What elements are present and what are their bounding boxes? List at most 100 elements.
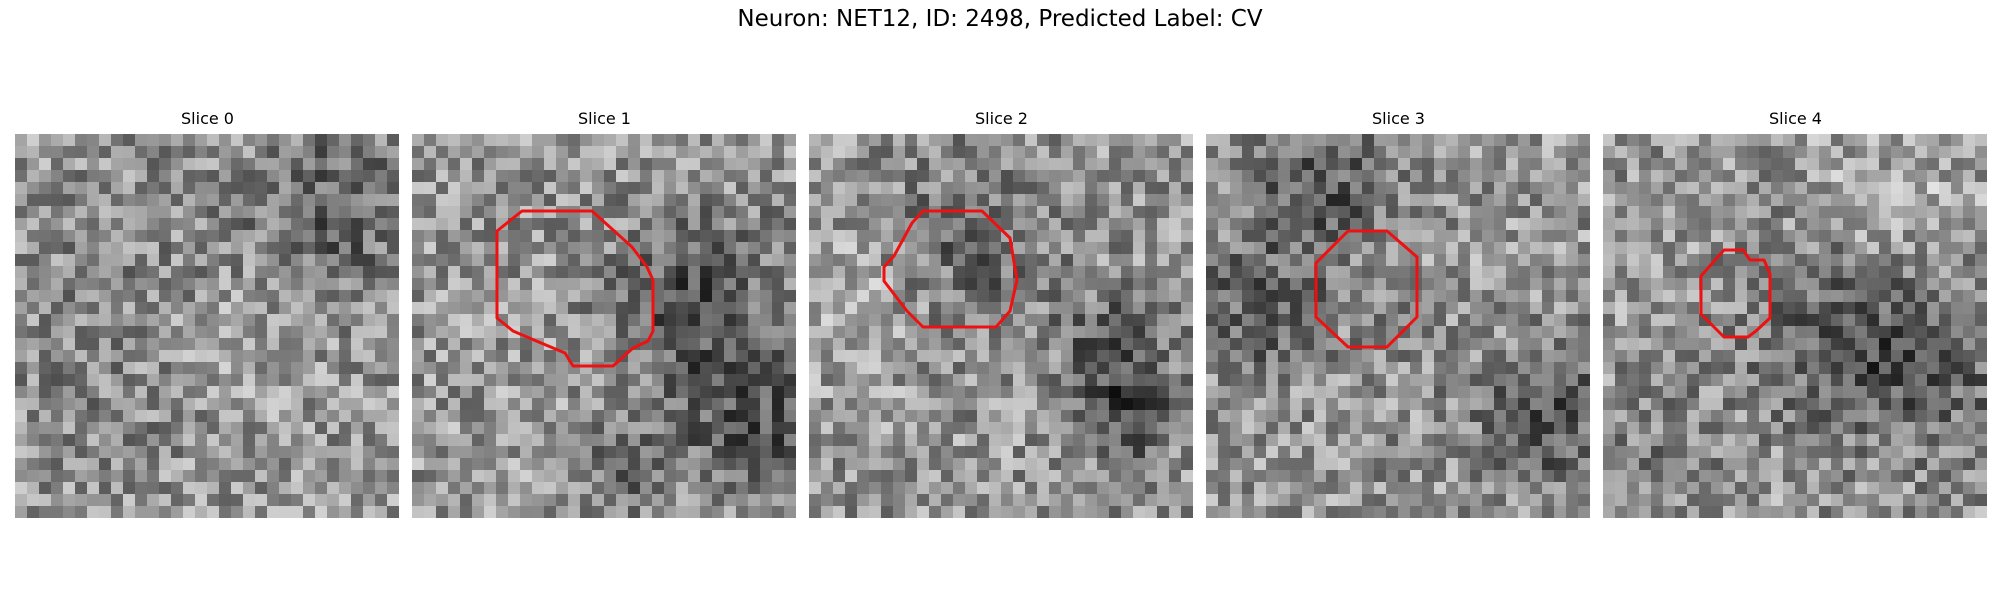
image-pixel (1735, 422, 1747, 434)
image-pixel (929, 386, 941, 398)
image-pixel (1518, 266, 1530, 278)
image-pixel (267, 242, 279, 254)
image-pixel (1266, 386, 1278, 398)
image-pixel (688, 278, 700, 290)
image-pixel (1615, 446, 1627, 458)
image-pixel (1266, 206, 1278, 218)
image-pixel (941, 386, 953, 398)
image-pixel (147, 458, 159, 470)
image-pixel (39, 362, 51, 374)
image-pixel (412, 446, 424, 458)
image-pixel (1290, 338, 1302, 350)
image-pixel (472, 146, 484, 158)
image-pixel (1975, 314, 1987, 326)
image-pixel (1169, 278, 1181, 290)
image-pixel (375, 302, 387, 314)
image-pixel (87, 398, 99, 410)
image-pixel (1109, 398, 1121, 410)
image-pixel (1206, 374, 1218, 386)
image-pixel (339, 470, 351, 482)
image-pixel (1975, 386, 1987, 398)
image-pixel (941, 482, 953, 494)
image-pixel (147, 242, 159, 254)
image-pixel (195, 254, 207, 266)
image-pixel (1939, 242, 1951, 254)
image-pixel (339, 506, 351, 518)
image-pixel (1254, 350, 1266, 362)
image-pixel (1603, 230, 1615, 242)
image-pixel (1133, 458, 1145, 470)
image-pixel (1530, 350, 1542, 362)
image-pixel (1085, 506, 1097, 518)
image-pixel (1133, 434, 1145, 446)
image-pixel (989, 494, 1001, 506)
image-pixel (123, 494, 135, 506)
image-pixel (1518, 386, 1530, 398)
image-pixel (195, 290, 207, 302)
image-pixel (1061, 482, 1073, 494)
image-pixel (989, 146, 1001, 158)
image-pixel (1037, 362, 1049, 374)
image-pixel (99, 434, 111, 446)
image-pixel (1001, 374, 1013, 386)
image-pixel (1338, 218, 1350, 230)
image-pixel (1181, 446, 1193, 458)
image-pixel (1242, 206, 1254, 218)
image-pixel (15, 494, 27, 506)
image-pixel (1290, 194, 1302, 206)
image-pixel (1266, 314, 1278, 326)
image-pixel (869, 134, 881, 146)
image-pixel (1687, 374, 1699, 386)
image-pixel (387, 290, 399, 302)
image-pixel (700, 494, 712, 506)
image-pixel (1470, 242, 1482, 254)
image-pixel (219, 494, 231, 506)
image-pixel (736, 326, 748, 338)
image-pixel (965, 302, 977, 314)
image-pixel (616, 398, 628, 410)
image-pixel (1747, 206, 1759, 218)
image-pixel (1169, 254, 1181, 266)
image-pixel (351, 470, 363, 482)
image-pixel (219, 314, 231, 326)
image-pixel (1278, 398, 1290, 410)
image-pixel (1133, 482, 1145, 494)
image-pixel (207, 350, 219, 362)
image-pixel (387, 386, 399, 398)
image-pixel (700, 254, 712, 266)
image-pixel (604, 218, 616, 230)
image-pixel (472, 506, 484, 518)
image-pixel (1133, 494, 1145, 506)
image-pixel (279, 470, 291, 482)
image-pixel (1218, 206, 1230, 218)
image-pixel (1386, 182, 1398, 194)
image-pixel (159, 326, 171, 338)
image-pixel (640, 326, 652, 338)
slice-image-1 (412, 134, 796, 518)
image-pixel (99, 314, 111, 326)
image-pixel (1362, 494, 1374, 506)
image-pixel (123, 350, 135, 362)
image-pixel (75, 278, 87, 290)
image-pixel (1013, 338, 1025, 350)
image-pixel (1723, 434, 1735, 446)
image-pixel (905, 470, 917, 482)
image-pixel (712, 470, 724, 482)
image-pixel (821, 206, 833, 218)
image-pixel (652, 374, 664, 386)
image-pixel (845, 386, 857, 398)
image-pixel (39, 326, 51, 338)
image-pixel (159, 398, 171, 410)
image-pixel (183, 458, 195, 470)
image-pixel (1073, 278, 1085, 290)
image-pixel (1085, 362, 1097, 374)
image-pixel (412, 182, 424, 194)
image-pixel (1266, 446, 1278, 458)
image-pixel (315, 170, 327, 182)
image-pixel (1410, 326, 1422, 338)
image-pixel (1109, 290, 1121, 302)
image-pixel (1458, 482, 1470, 494)
image-pixel (436, 482, 448, 494)
image-pixel (39, 470, 51, 482)
image-pixel (375, 506, 387, 518)
